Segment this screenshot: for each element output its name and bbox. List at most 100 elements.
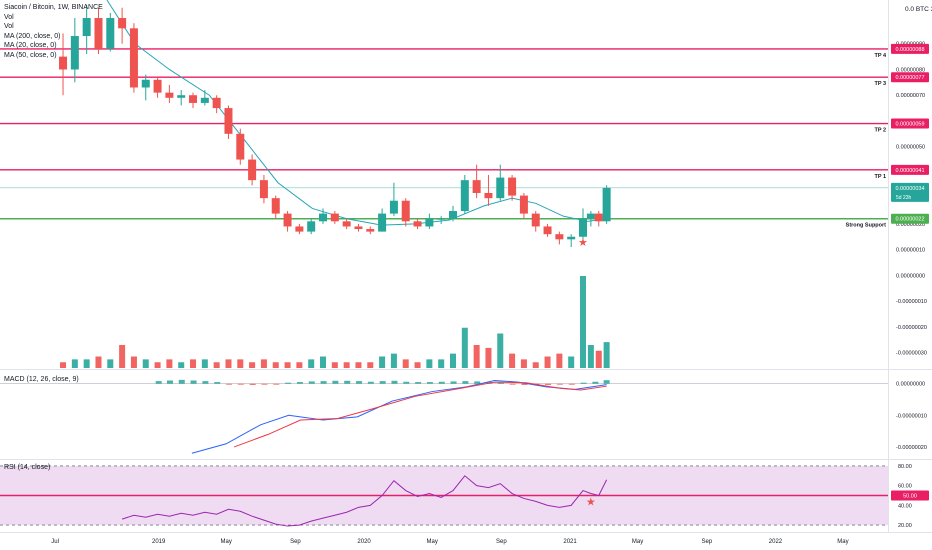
volume-bar [237, 359, 244, 368]
macd-legend[interactable]: MACD (12, 26, close, 9) [4, 376, 79, 383]
candle-body [484, 193, 493, 199]
volume-bar [379, 356, 386, 368]
volume-bar [107, 359, 114, 368]
volume-bar [556, 353, 563, 368]
candle-body [259, 180, 268, 199]
volume-bar [509, 353, 516, 368]
star-marker: ★ [586, 496, 596, 508]
time-tick-label: 2020 [357, 539, 371, 545]
rsi-level-badge-bg [891, 490, 929, 501]
candle-body [401, 200, 410, 222]
volume-bar [355, 362, 362, 368]
macd-histogram-bar [332, 380, 339, 384]
volume-bar [71, 359, 78, 368]
rsi-line [121, 475, 608, 527]
macd-histogram-bar [261, 383, 268, 385]
price-tick-label: 0.00000070 [896, 93, 925, 99]
macd-histogram-bar [155, 381, 162, 384]
legend-vol-2[interactable]: Vol [4, 23, 14, 30]
macd-tick-label: -0.00000020 [896, 445, 927, 451]
level-badge-bg [891, 72, 929, 83]
macd-tick-label: -0.00000010 [896, 413, 927, 419]
macd-histogram-bar [603, 380, 610, 384]
macd-histogram-bar [285, 382, 292, 384]
candle-body [567, 236, 576, 240]
time-tick-label: 2019 [152, 539, 166, 545]
candle-body [165, 92, 174, 98]
symbol-title[interactable]: Siacoin / Bitcoin, 1W, BINANCE [4, 4, 103, 11]
level-label: Strong Support [846, 223, 886, 229]
volume-bar [520, 359, 527, 368]
legend-ma-20[interactable]: MA (20, close, 0) [4, 42, 57, 49]
macd-histogram-bar [379, 381, 386, 384]
volume-bar [154, 362, 161, 368]
rsi-legend[interactable]: RSI (14, close) [4, 464, 51, 471]
macd-histogram-bar [556, 383, 563, 385]
macd-histogram-bar [344, 380, 351, 384]
time-tick-label: May [837, 539, 848, 545]
star-marker: ★ [578, 237, 588, 249]
volume-bar [272, 362, 279, 368]
candle-body [82, 18, 91, 37]
macd-histogram-bar [190, 380, 197, 384]
macd-histogram-bar [202, 381, 209, 384]
candle-body [200, 97, 209, 103]
macd-histogram-bar [580, 382, 587, 384]
candle-body [555, 234, 564, 240]
macd-histogram-bar [450, 381, 457, 384]
macd-histogram-bar [320, 381, 327, 384]
last-price-badge-bg [891, 182, 929, 202]
macd-histogram-bar [568, 383, 575, 385]
level-badge-bg [891, 118, 929, 129]
rsi-level-badge: 50.00 [903, 494, 917, 500]
volume-bar [343, 362, 350, 368]
legend-ma-50[interactable]: MA (50, close, 0) [4, 51, 57, 59]
volume-bar [249, 362, 256, 368]
level-badge-bg [891, 213, 929, 224]
rsi-tick-label: 80.00 [898, 464, 912, 470]
candle-body [224, 108, 233, 134]
legend-ma-200[interactable]: MA (200, close, 0) [4, 32, 61, 40]
candle-body [472, 180, 481, 194]
moving-average [106, 0, 607, 226]
last-price-countdown: 5d 23h [896, 195, 912, 201]
pane-backgrounds [0, 0, 932, 533]
axes: 0.0 BTC 300.000000900.000000800.00000070… [51, 6, 932, 545]
macd-histogram-bar [462, 381, 469, 384]
macd-histogram-bar [214, 382, 221, 384]
price-badges: 0.00000088 0.00000077 0.00000059 0.00000041… [891, 43, 929, 501]
candle-body [366, 229, 375, 232]
legend-vol-1[interactable]: Vol [4, 13, 14, 21]
price-levels: TP 4 TP 3 TP 2 TP 1 Strong Support [0, 48, 888, 229]
price-tick-label: -0.00000010 [896, 299, 927, 305]
time-tick-label: 2021 [563, 539, 577, 545]
candle-body [177, 95, 186, 98]
candle-body [118, 18, 127, 29]
level-label: TP 3 [874, 81, 886, 87]
macd-histogram-bar [237, 383, 244, 385]
volume-bar [497, 333, 504, 368]
macd-histogram-bar [308, 381, 315, 384]
macd-histogram-bar [415, 382, 422, 384]
candle-body [330, 213, 339, 222]
macd-tick-label: 0.00000000 [896, 382, 925, 388]
candle-body [519, 195, 528, 214]
price-tick-label: 0.00000010 [896, 248, 925, 254]
macd-histogram-bar [166, 380, 173, 384]
volume-bar [331, 362, 338, 368]
level-badge: 0.00000022 [895, 217, 924, 223]
candle-body [106, 18, 115, 49]
candle-body [212, 97, 221, 109]
candle-body [70, 36, 79, 70]
volume-bar [595, 350, 602, 368]
volume-bar [473, 345, 480, 368]
candle-body [342, 221, 351, 227]
macd-histogram-bar [474, 381, 481, 384]
price-tick-label: -0.00000030 [896, 351, 927, 357]
time-tick-label: Sep [290, 539, 301, 545]
volume-bar [485, 347, 492, 368]
volume-bar [579, 276, 586, 368]
volume-bar [213, 362, 220, 368]
price-tick-label: 0.00000080 [896, 67, 925, 73]
